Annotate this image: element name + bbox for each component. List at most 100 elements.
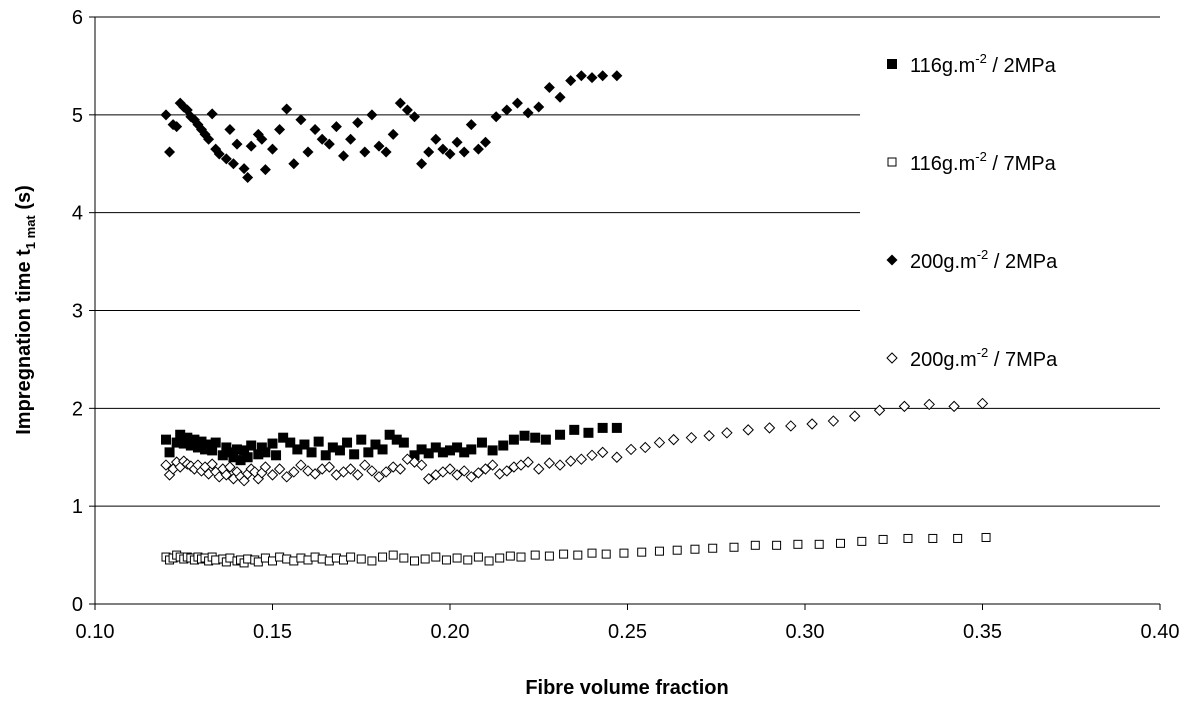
data-point xyxy=(232,444,242,455)
data-point xyxy=(161,434,171,445)
data-point xyxy=(231,138,243,150)
data-point xyxy=(451,469,463,481)
data-point xyxy=(544,551,554,561)
legend-marker-2 xyxy=(887,157,897,167)
data-point xyxy=(273,463,286,475)
data-point xyxy=(394,463,407,475)
data-point xyxy=(690,544,700,554)
data-point xyxy=(217,450,228,461)
data-point xyxy=(182,432,193,443)
legend-label-tail: / 7MPa xyxy=(988,349,1058,371)
data-point xyxy=(540,434,551,445)
data-point xyxy=(271,450,282,461)
data-point xyxy=(206,458,218,470)
legend-label-3: 200g.m-2 / 2MPa xyxy=(910,247,1058,273)
data-point xyxy=(384,429,395,440)
data-point xyxy=(836,538,845,548)
data-point xyxy=(238,163,250,175)
data-point xyxy=(344,463,357,475)
data-point xyxy=(327,442,338,453)
data-point xyxy=(280,471,293,483)
data-point xyxy=(898,400,911,413)
data-point xyxy=(586,449,598,462)
data-point xyxy=(564,455,577,467)
data-point xyxy=(266,469,279,481)
data-point xyxy=(228,452,239,463)
data-point xyxy=(422,473,435,485)
data-point xyxy=(501,104,513,116)
data-point xyxy=(206,108,218,120)
data-point xyxy=(356,434,367,445)
x-tick-label: 0.40 xyxy=(1141,621,1180,643)
data-point xyxy=(320,450,331,461)
x-tick-label: 0.15 xyxy=(253,621,292,643)
data-point xyxy=(806,418,818,430)
data-point xyxy=(309,468,321,480)
data-point xyxy=(586,72,598,84)
data-point xyxy=(444,463,456,475)
x-tick-label: 0.25 xyxy=(608,621,647,643)
legend-background xyxy=(860,40,1170,375)
data-point xyxy=(299,439,310,450)
data-point xyxy=(388,550,398,560)
data-point xyxy=(472,467,485,479)
data-point xyxy=(573,550,583,560)
data-point xyxy=(742,424,754,436)
data-point xyxy=(338,150,349,162)
data-point xyxy=(601,549,611,559)
data-point xyxy=(458,146,470,158)
data-point xyxy=(672,545,682,555)
data-point xyxy=(533,101,545,113)
data-point xyxy=(391,434,402,445)
data-point xyxy=(203,439,214,450)
data-point xyxy=(259,461,272,473)
data-point xyxy=(409,111,420,123)
data-point xyxy=(437,143,449,155)
y-tick-label: 4 xyxy=(72,203,83,225)
data-point xyxy=(814,539,824,549)
data-point xyxy=(394,97,406,109)
data-point xyxy=(522,107,534,119)
data-point xyxy=(487,445,498,456)
data-point xyxy=(346,552,356,562)
data-point xyxy=(430,133,442,145)
data-point xyxy=(569,424,580,435)
data-point xyxy=(596,446,609,459)
data-point xyxy=(192,442,203,453)
data-point xyxy=(295,459,307,471)
data-point xyxy=(242,452,253,463)
data-point xyxy=(451,136,463,148)
y-axis-title: Impregnation time t1 mat (s) xyxy=(13,185,38,435)
data-point xyxy=(543,457,556,469)
data-point xyxy=(848,410,861,422)
data-point xyxy=(583,427,594,438)
y-tick-label: 6 xyxy=(72,7,83,29)
legend-marker-4 xyxy=(886,352,898,364)
data-point xyxy=(352,117,364,129)
data-point xyxy=(495,553,505,563)
data-point xyxy=(466,444,477,455)
data-point xyxy=(210,437,221,448)
data-point xyxy=(256,133,268,145)
data-point xyxy=(410,556,419,566)
data-point xyxy=(349,449,360,460)
data-point xyxy=(653,436,666,449)
legend-label-tail: / 2MPa xyxy=(987,55,1057,77)
data-point xyxy=(302,146,314,158)
data-point xyxy=(533,463,545,475)
data-points xyxy=(160,70,991,568)
data-point xyxy=(370,439,381,450)
y-axis-title-unit: (s) xyxy=(13,185,35,215)
data-point xyxy=(555,429,566,440)
data-point xyxy=(903,533,913,543)
data-point xyxy=(465,471,478,483)
data-point xyxy=(164,447,175,458)
data-point xyxy=(437,447,448,458)
data-point xyxy=(878,534,888,544)
legend-label-4: 200g.m-2 / 7MPa xyxy=(910,345,1058,371)
y-tick-label: 0 xyxy=(72,594,83,616)
data-point xyxy=(729,542,739,552)
gridlines xyxy=(95,16,1160,507)
data-point xyxy=(473,552,483,562)
data-point xyxy=(235,455,246,466)
